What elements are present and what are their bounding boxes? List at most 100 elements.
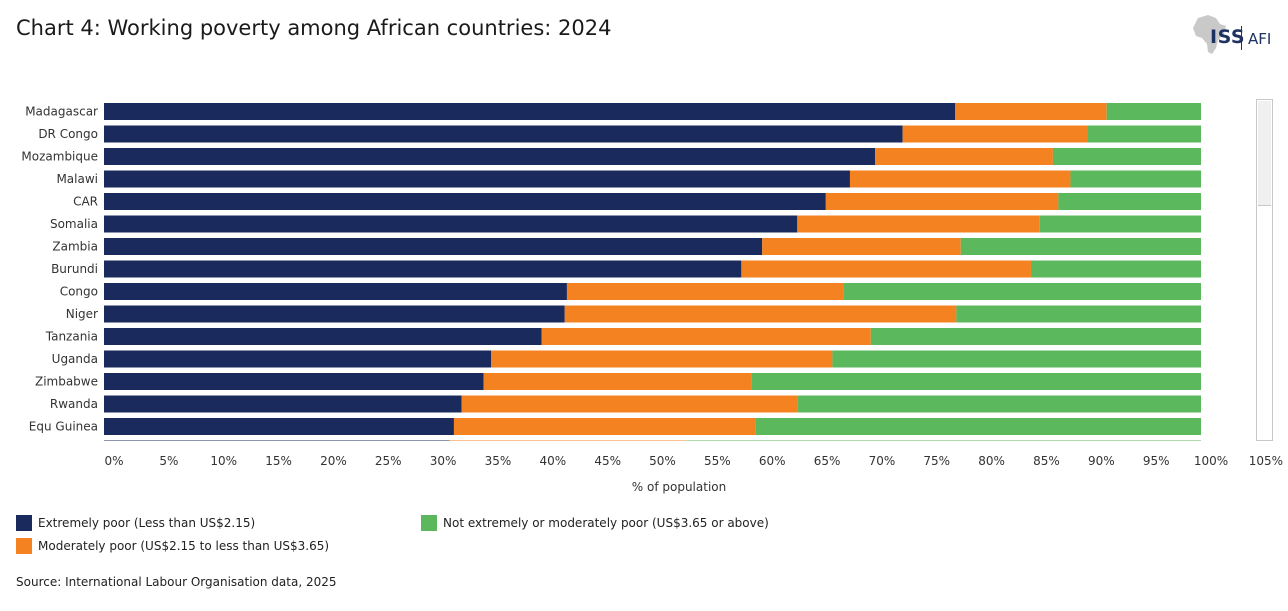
x-tick-label: 45% (594, 454, 621, 468)
bar-moderate (849, 170, 1071, 188)
bar-not-poor (751, 373, 1201, 390)
bar-not-poor (843, 283, 1201, 300)
bar-not-poor (797, 395, 1201, 413)
bar-extreme (104, 350, 492, 368)
category-label: Uganda (52, 352, 98, 366)
category-label: Madagascar (25, 105, 98, 119)
x-axis-ticks: 0% 5% 10% 15% 20% 25% 30% 35% 40% 45% 50% 55% 60% 65%… (104, 454, 1283, 468)
africa-map-icon (1193, 15, 1226, 54)
category-label: Malawi (56, 172, 98, 186)
category-label: Congo (60, 285, 98, 299)
iss-afi-logo: ISS AFI (1190, 10, 1282, 60)
x-tick-label: 40% (539, 454, 566, 468)
x-tick-label: 65% (814, 454, 841, 468)
legend-not-poor: Not extremely or moderately poor (US$3.6… (421, 515, 769, 531)
category-label: Mozambique (21, 150, 98, 164)
source-note: Source: International Labour Organisatio… (16, 575, 337, 589)
x-tick-label: 30% (430, 454, 457, 468)
x-tick-label: 15% (265, 454, 292, 468)
x-tick-label: 95% (1143, 454, 1170, 468)
bar-extreme (104, 170, 850, 188)
bar-extreme (104, 418, 454, 435)
x-tick-label: 85% (1033, 454, 1060, 468)
bar-not-poor (1030, 260, 1201, 278)
bar-not-poor (870, 328, 1201, 345)
logo-divider (1241, 26, 1242, 50)
bar-moderate (483, 373, 752, 390)
legend-label-not-poor: Not extremely or moderately poor (US$3.6… (443, 516, 769, 530)
bar-extreme (104, 305, 565, 323)
bar-extreme (104, 238, 763, 255)
bar-moderate (566, 283, 844, 300)
bar-moderate (955, 103, 1107, 120)
logo-iss-text: ISS (1210, 26, 1246, 48)
category-label: CAR (73, 195, 98, 209)
chart-scrollbar[interactable] (1256, 99, 1273, 441)
x-tick-label: 20% (320, 454, 347, 468)
bar-not-poor (1058, 193, 1201, 210)
bar-extreme (104, 440, 450, 441)
bar-extreme (104, 283, 567, 300)
x-tick-label: 70% (869, 454, 896, 468)
legend-swatch-extreme (16, 515, 32, 531)
x-tick-label: 60% (759, 454, 786, 468)
bar-moderate (762, 238, 961, 255)
category-label: Burundi (51, 262, 98, 276)
category-label: Tanzania (45, 330, 98, 344)
legend-label-moderate: Moderately poor (US$2.15 to less than US… (38, 539, 330, 553)
bar-extreme (104, 395, 462, 413)
logo-afi-text: AFI (1248, 30, 1272, 48)
bars-group (104, 103, 1201, 441)
bar-moderate (449, 440, 686, 441)
category-label: Angola (57, 442, 98, 456)
bar-moderate (461, 395, 798, 413)
category-label: DR Congo (38, 127, 98, 141)
legend-swatch-moderate (16, 538, 32, 554)
bar-extreme (104, 373, 484, 390)
x-tick-label: 35% (485, 454, 512, 468)
bar-moderate (564, 305, 957, 323)
scrollbar-thumb[interactable] (1258, 101, 1271, 206)
x-tick-label: 0% (104, 454, 123, 468)
bar-extreme (104, 193, 826, 210)
bar-not-poor (1052, 148, 1201, 165)
x-tick-label: 75% (923, 454, 950, 468)
x-tick-label: 80% (978, 454, 1005, 468)
bar-extreme (104, 103, 956, 120)
x-tick-label: 90% (1088, 454, 1115, 468)
bar-moderate (453, 418, 756, 435)
x-tick-label: 50% (649, 454, 676, 468)
bar-not-poor (1088, 125, 1201, 143)
category-labels: Madagascar DR Congo Mozambique Malawi CAR Som… (21, 105, 98, 456)
bar-not-poor (685, 440, 1201, 441)
category-label: Niger (66, 307, 98, 321)
bar-not-poor (956, 305, 1201, 323)
legend-extremely-poor: Extremely poor (Less than US$2.15) (16, 515, 255, 531)
bar-moderate (491, 350, 833, 368)
bar-moderate (902, 125, 1089, 143)
x-tick-label: 10% (210, 454, 237, 468)
x-tick-label: 5% (159, 454, 178, 468)
bar-moderate (541, 328, 871, 345)
bar-extreme (104, 125, 903, 143)
bar-moderate (825, 193, 1059, 210)
category-label: Equ Guinea (29, 420, 98, 434)
bar-extreme (104, 260, 742, 278)
bar-extreme (104, 328, 542, 345)
bar-not-poor (1039, 215, 1201, 233)
bar-moderate (797, 215, 1040, 233)
x-tick-label: 55% (704, 454, 731, 468)
legend-swatch-not-poor (421, 515, 437, 531)
bar-moderate (741, 260, 1031, 278)
bar-extreme (104, 148, 876, 165)
category-label: Somalia (50, 217, 98, 231)
x-tick-label: 105% (1249, 454, 1283, 468)
bar-not-poor (1070, 170, 1201, 188)
bar-not-poor (960, 238, 1201, 255)
bar-not-poor (832, 350, 1201, 368)
category-label: Zimbabwe (35, 375, 98, 389)
bar-extreme (104, 215, 798, 233)
bar-not-poor (755, 418, 1201, 435)
x-axis-title: % of population (632, 480, 726, 494)
x-tick-label: 100% (1194, 454, 1228, 468)
